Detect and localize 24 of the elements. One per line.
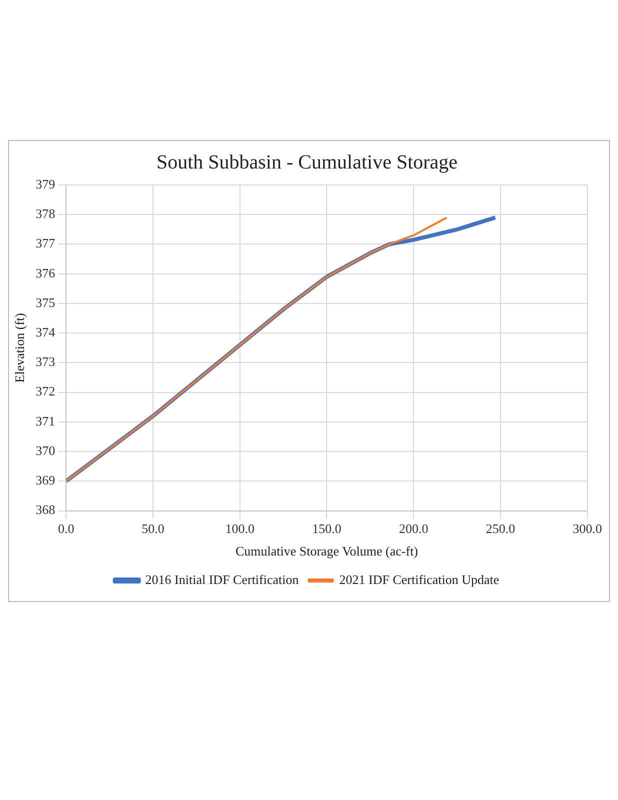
y-tick-label: 377 (36, 236, 56, 251)
y-tick-label: 373 (36, 354, 56, 370)
x-tick-label: 300.0 (572, 521, 602, 536)
y-tick-label: 374 (36, 324, 56, 340)
y-tick-label: 368 (36, 502, 56, 518)
x-tick-label: 250.0 (486, 521, 516, 536)
legend-label: 2021 IDF Certification Update (339, 572, 500, 587)
chart-title: South Subbasin - Cumulative Storage (156, 151, 458, 174)
y-tick-label: 369 (36, 472, 56, 488)
y-tick-label: 376 (36, 265, 56, 280)
y-tick-label: 378 (36, 206, 56, 222)
x-tick-label: 150.0 (312, 521, 342, 536)
x-tick-label: 50.0 (142, 521, 164, 536)
x-tick-label: 200.0 (398, 521, 428, 536)
y-axis-title: Elevation (ft) (12, 313, 28, 383)
legend-label: 2016 Initial IDF Certification (145, 572, 300, 587)
x-tick-label: 0.0 (58, 521, 74, 536)
x-tick-label: 100.0 (225, 521, 254, 536)
x-axis-title: Cumulative Storage Volume (ac-ft) (235, 544, 418, 559)
y-tick-label: 370 (36, 442, 56, 458)
y-tick-label: 372 (36, 384, 56, 399)
y-tick-label: 371 (36, 413, 56, 428)
y-tick-label: 375 (36, 294, 56, 310)
y-tick-label: 379 (36, 176, 56, 192)
